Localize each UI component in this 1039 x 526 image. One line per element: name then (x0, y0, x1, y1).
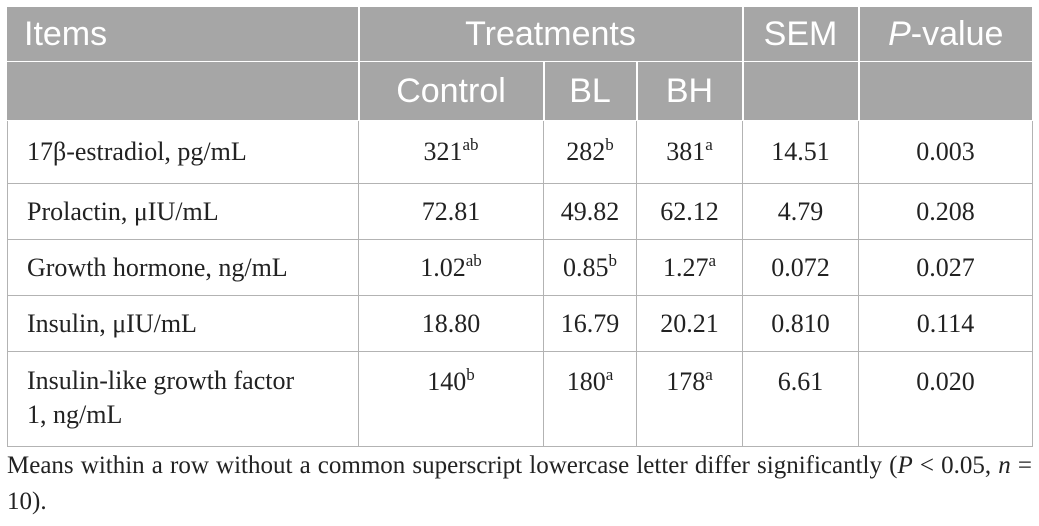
cell-sem: 14.51 (742, 120, 859, 184)
cell-control: 72.81 (358, 183, 544, 240)
cell-bl: 49.82 (543, 183, 637, 240)
row-label: Prolactin, μIU/mL (7, 183, 359, 240)
cell-control: 140b (358, 351, 544, 447)
table-footnote: Means within a row without a common supe… (7, 452, 1032, 515)
cell-p: 0.003 (858, 120, 1033, 184)
header-blank-p (857, 61, 1033, 121)
header-items: Items (7, 6, 359, 62)
header-bh: BH (635, 61, 743, 121)
row-label: Growth hormone, ng/mL (7, 239, 359, 296)
cell-bl: 180a (543, 351, 637, 447)
header-row-2: Control BL BH (7, 61, 1033, 121)
row-label: Insulin-like growth factor 1, ng/mL (7, 351, 359, 447)
cell-bh: 62.12 (636, 183, 743, 240)
header-treatments: Treatments (357, 6, 743, 62)
header-p-value: P-value (857, 6, 1033, 62)
cell-bh: 1.27a (636, 239, 743, 296)
cell-sem: 0.810 (742, 295, 859, 352)
table-row: Prolactin, μIU/mL 72.81 49.82 62.12 4.79… (7, 183, 1033, 240)
hormone-table: Items Treatments SEM P-value Control BL … (7, 6, 1033, 447)
cell-p: 0.027 (858, 239, 1033, 296)
header-bl: BL (542, 61, 637, 121)
cell-sem: 0.072 (742, 239, 859, 296)
cell-bh: 20.21 (636, 295, 743, 352)
table-row: Insulin, μIU/mL 18.80 16.79 20.21 0.810 … (7, 295, 1033, 352)
cell-p: 0.114 (858, 295, 1033, 352)
table-row: 17β-estradiol, pg/mL 321ab 282b 381a 14.… (7, 120, 1033, 184)
cell-control: 18.80 (358, 295, 544, 352)
row-label: 17β-estradiol, pg/mL (7, 120, 359, 184)
cell-p: 0.208 (858, 183, 1033, 240)
cell-bl: 16.79 (543, 295, 637, 352)
cell-sem: 4.79 (742, 183, 859, 240)
cell-control: 1.02ab (358, 239, 544, 296)
table-row: Growth hormone, ng/mL 1.02ab 0.85b 1.27a… (7, 239, 1033, 296)
cell-p: 0.020 (858, 351, 1033, 447)
cell-bl: 0.85b (543, 239, 637, 296)
row-label: Insulin, μIU/mL (7, 295, 359, 352)
cell-bh: 381a (636, 120, 743, 184)
header-p-italic: P (888, 15, 911, 53)
cell-control: 321ab (358, 120, 544, 184)
cell-sem: 6.61 (742, 351, 859, 447)
header-row-1: Items Treatments SEM P-value (7, 6, 1033, 62)
cell-bl: 282b (543, 120, 637, 184)
header-control: Control (357, 61, 544, 121)
header-sem: SEM (741, 6, 859, 62)
table-row: Insulin-like growth factor 1, ng/mL 140b … (7, 351, 1033, 447)
header-blank-sem (741, 61, 859, 121)
header-blank (7, 61, 359, 121)
header-p-rest: -value (910, 15, 1004, 53)
cell-bh: 178a (636, 351, 743, 447)
